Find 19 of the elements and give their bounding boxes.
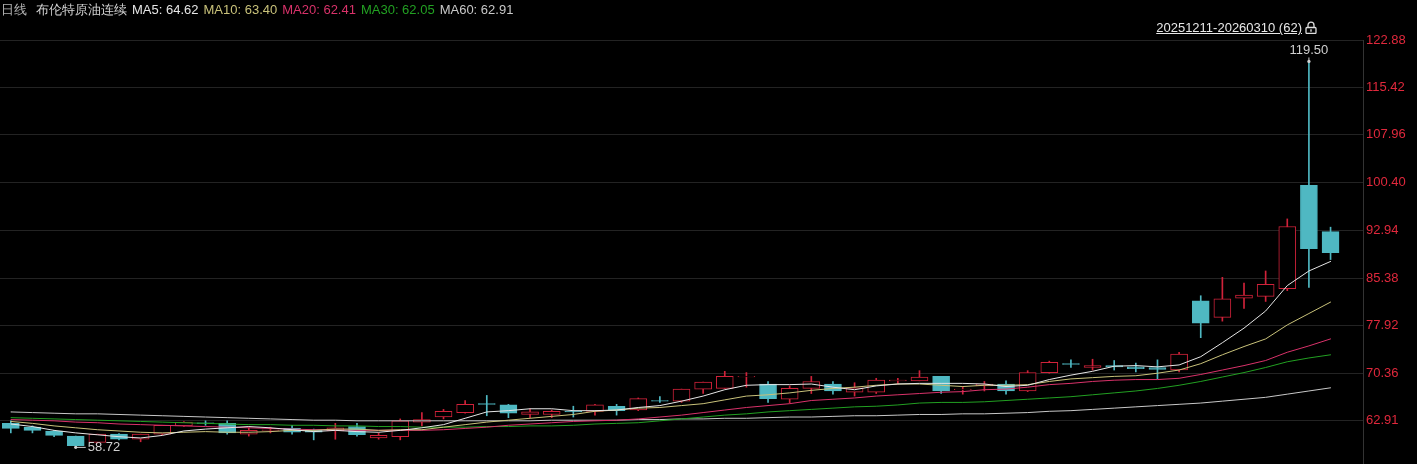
y-tick-label: 122.88 [1366, 31, 1406, 47]
y-tick-label: 115.42 [1366, 78, 1405, 94]
annotation: 58.72 [87, 438, 121, 454]
chart-title: 布伦特原油连续 [36, 2, 127, 18]
y-tick-label: 77.92 [1366, 317, 1399, 333]
y-tick-label: 85.38 [1366, 269, 1399, 285]
y-tick-label: 92.94 [1366, 221, 1399, 237]
text: MA5: 64.62 [132, 2, 199, 18]
y-tick-label: 70.36 [1366, 365, 1399, 381]
y-tick-label: 100.40 [1366, 174, 1406, 190]
chart-subtitle: 日线 [1, 2, 27, 18]
text: MA60: 62.91 [439, 2, 514, 18]
y-tick-label: 107.96 [1366, 126, 1406, 142]
text: MA30: 62.05 [360, 2, 435, 18]
text: 20251211-20260310 (62) [1156, 20, 1302, 36]
annotation: 119.50 [1289, 42, 1329, 58]
text: MA20: 62.41 [282, 2, 356, 18]
text: MA10: 63.40 [203, 2, 278, 18]
y-tick-label: 62.91 [1366, 412, 1399, 428]
